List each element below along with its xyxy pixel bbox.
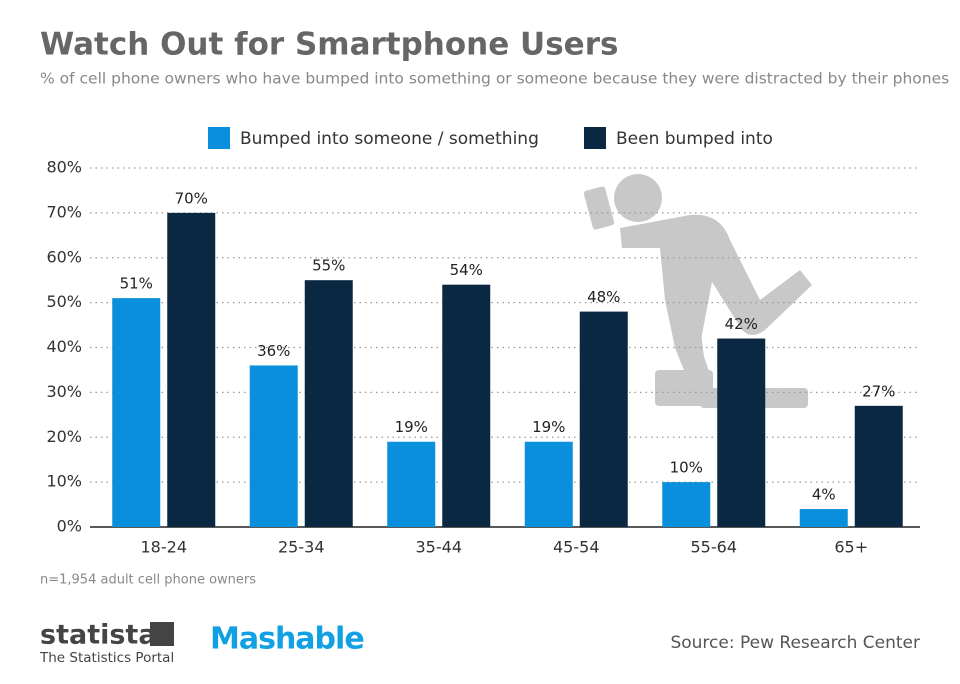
bar: [799, 509, 848, 527]
brand-tagline: The Statistics Portal: [39, 650, 174, 666]
x-tick-label: 18-24: [141, 538, 188, 557]
value-label: 54%: [450, 261, 483, 279]
x-tick-label: 45-54: [553, 538, 600, 557]
x-tick-label: 35-44: [416, 538, 463, 557]
y-tick-label: 0%: [57, 517, 82, 536]
legend-label: Been bumped into: [616, 129, 773, 149]
x-tick-label: 55-64: [691, 538, 738, 557]
y-tick-label: 40%: [46, 337, 82, 356]
value-label: 55%: [312, 257, 345, 275]
bar: [854, 405, 903, 527]
value-label: 4%: [812, 486, 836, 504]
bar: [304, 280, 353, 527]
chart-subtitle: % of cell phone owners who have bumped i…: [40, 70, 949, 88]
value-label: 27%: [862, 382, 895, 400]
x-tick-label: 25-34: [278, 538, 325, 557]
legend-swatch: [584, 127, 606, 149]
bar: [662, 482, 711, 527]
bar: [524, 441, 573, 527]
brand-icon: [150, 622, 174, 646]
legend-swatch: [208, 127, 230, 149]
value-label: 42%: [725, 315, 758, 333]
value-label: 51%: [120, 275, 153, 293]
note: n=1,954 adult cell phone owners: [40, 573, 256, 588]
value-label: 70%: [175, 189, 208, 207]
y-tick-label: 50%: [46, 292, 82, 311]
bar: [579, 311, 628, 527]
bar: [387, 441, 436, 527]
bar: [249, 365, 298, 527]
y-tick-label: 60%: [46, 247, 82, 266]
bar: [167, 212, 216, 527]
y-tick-label: 20%: [46, 427, 82, 446]
value-label: 19%: [395, 418, 428, 436]
y-tick-label: 70%: [46, 202, 82, 221]
partner-logo: Mashable: [210, 622, 364, 657]
legend-label: Bumped into someone / something: [240, 129, 539, 149]
y-tick-label: 10%: [46, 472, 82, 491]
value-label: 36%: [257, 342, 290, 360]
bar: [112, 298, 161, 527]
x-tick-label: 65+: [834, 538, 868, 557]
brand-logo: statista: [40, 620, 157, 651]
value-label: 10%: [670, 459, 703, 477]
y-tick-label: 80%: [46, 158, 82, 177]
bar: [717, 338, 766, 527]
chart-title: Watch Out for Smartphone Users: [40, 27, 618, 63]
value-label: 48%: [587, 288, 620, 306]
bar: [442, 284, 491, 527]
value-label: 19%: [532, 418, 565, 436]
source: Source: Pew Research Center: [670, 633, 920, 653]
y-tick-label: 30%: [46, 382, 82, 401]
